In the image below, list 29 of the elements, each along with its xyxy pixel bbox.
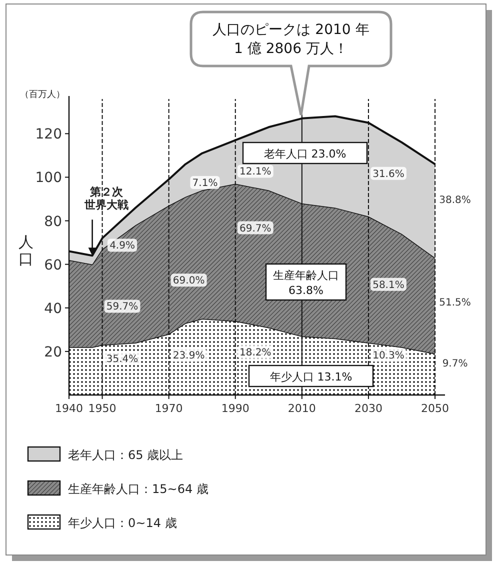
x-tick-label: 2010 <box>288 402 316 415</box>
x-tick-label: 2050 <box>421 402 450 415</box>
y-tick-label: 60 <box>44 257 62 274</box>
x-tick-label: 1940 <box>55 402 83 415</box>
text: （百万人） <box>20 89 65 100</box>
annotation: 38.8% <box>439 195 471 206</box>
y-tick-label: 120 <box>35 126 62 143</box>
annotation: 10.3% <box>372 350 404 362</box>
legend-label: 老年人口：65 歳以上 <box>68 448 184 462</box>
callout-bubble: 人口のピークは 2010 年 1 億 2806 万人！ <box>190 10 392 116</box>
y-tick-label: 20 <box>44 344 62 360</box>
x-tick-label: 1970 <box>154 402 183 415</box>
legend-label: 年少人口：0~14 歳 <box>68 516 177 530</box>
annotation: 51.5% <box>439 297 471 308</box>
y-axis-title: 人口 <box>18 233 34 268</box>
annotation: 年少人口 13.1% <box>270 370 352 384</box>
annotation: 第２次世界大戦 <box>83 186 128 212</box>
x-tick-label: 1990 <box>221 402 250 415</box>
annotation: 4.9% <box>110 240 135 252</box>
annotation: 生産年齢人口 63.8% <box>273 269 339 297</box>
y-tick-label: 40 <box>44 300 62 317</box>
annotation: 老年人口 23.0% <box>264 148 346 160</box>
x-tick-label: 1950 <box>88 402 116 415</box>
annotation: 58.1% <box>372 280 404 291</box>
y-tick-label: 80 <box>44 214 62 230</box>
y-tick-label: 100 <box>35 170 62 186</box>
legend-label: 生産年齢人口：15~64 歳 <box>68 482 208 496</box>
x-tick-label: 2030 <box>354 402 382 415</box>
annotation: 31.6% <box>372 168 404 180</box>
